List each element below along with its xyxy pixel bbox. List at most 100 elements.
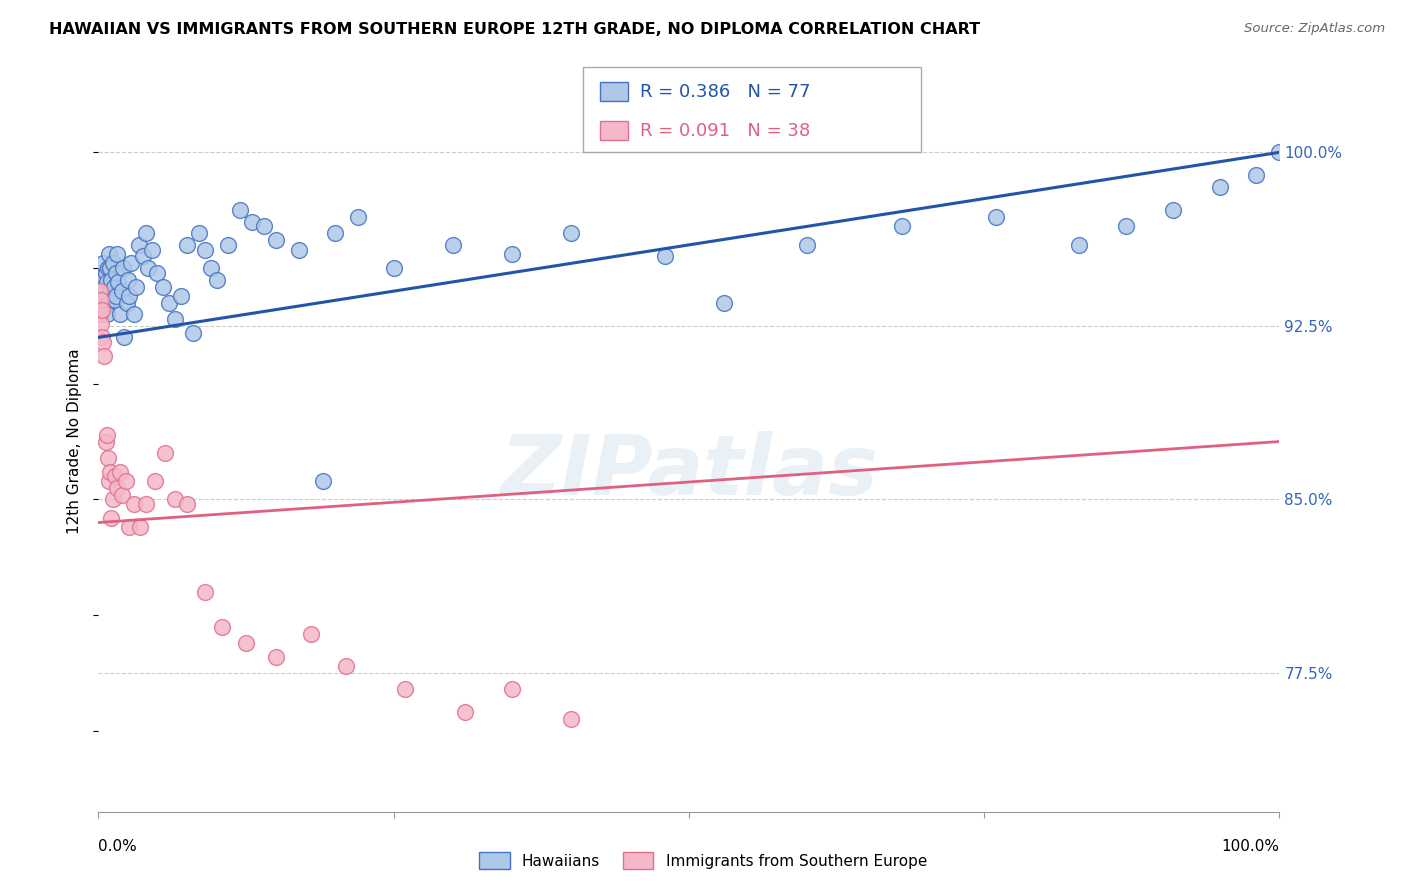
Point — [1209, 180, 1232, 194]
Point — [105, 481, 128, 495]
Point — [105, 247, 128, 261]
Point — [91, 334, 114, 349]
Point — [205, 272, 228, 286]
Point — [181, 326, 204, 340]
Text: 100.0%: 100.0% — [1222, 839, 1279, 855]
Y-axis label: 12th Grade, No Diploma: 12th Grade, No Diploma — [67, 349, 83, 534]
Point — [890, 219, 912, 234]
Point — [984, 210, 1007, 224]
Text: R = 0.091   N = 38: R = 0.091 N = 38 — [640, 122, 810, 140]
Point — [1067, 238, 1090, 252]
Point — [97, 450, 120, 465]
Point — [91, 330, 114, 344]
Text: Source: ZipAtlas.com: Source: ZipAtlas.com — [1244, 22, 1385, 36]
Point — [103, 279, 125, 293]
Point — [98, 474, 121, 488]
Point — [104, 293, 127, 308]
Point — [323, 227, 346, 241]
Point — [94, 434, 117, 449]
Legend: Hawaiians, Immigrants from Southern Europe: Hawaiians, Immigrants from Southern Euro… — [472, 846, 934, 875]
Point — [112, 260, 135, 275]
Point — [501, 682, 523, 697]
Point — [97, 260, 120, 275]
Text: HAWAIIAN VS IMMIGRANTS FROM SOUTHERN EUROPE 12TH GRADE, NO DIPLOMA CORRELATION C: HAWAIIAN VS IMMIGRANTS FROM SOUTHERN EUR… — [49, 22, 980, 37]
Point — [91, 279, 114, 293]
Point — [115, 295, 138, 310]
Point — [136, 260, 159, 275]
Point — [264, 649, 287, 664]
Point — [90, 295, 112, 310]
Point — [382, 260, 405, 275]
Point — [107, 275, 129, 289]
Point — [118, 520, 141, 534]
Point — [1115, 219, 1137, 234]
Point — [394, 682, 416, 697]
Point — [100, 511, 122, 525]
Text: ZIPatlas: ZIPatlas — [501, 431, 877, 512]
Point — [98, 247, 121, 261]
Point — [194, 585, 217, 599]
Point — [240, 215, 263, 229]
Point — [91, 266, 114, 280]
Point — [157, 295, 180, 310]
Text: 0.0%: 0.0% — [98, 839, 138, 855]
Point — [90, 272, 112, 286]
Point — [96, 275, 118, 289]
Point — [89, 307, 111, 321]
Point — [96, 427, 118, 442]
Point — [796, 238, 818, 252]
Point — [312, 474, 335, 488]
Point — [264, 233, 287, 247]
Point — [441, 238, 464, 252]
Point — [94, 298, 117, 312]
Point — [98, 284, 121, 298]
Point — [125, 279, 148, 293]
Point — [105, 289, 128, 303]
Point — [122, 307, 145, 321]
Point — [187, 227, 209, 241]
Point — [135, 497, 157, 511]
Point — [152, 279, 174, 293]
Point — [108, 465, 131, 479]
Point — [93, 349, 115, 363]
Point — [211, 619, 233, 633]
Point — [128, 520, 150, 534]
Point — [146, 266, 169, 280]
Point — [121, 256, 143, 270]
Point — [91, 302, 114, 317]
Point — [97, 289, 120, 303]
Point — [93, 270, 115, 285]
Point — [114, 474, 136, 488]
Point — [111, 284, 134, 298]
Point — [560, 712, 582, 726]
Point — [176, 497, 198, 511]
Point — [104, 469, 127, 483]
Point — [117, 272, 139, 286]
Point — [91, 256, 114, 270]
Point — [108, 307, 131, 321]
Point — [105, 266, 128, 280]
Point — [1161, 203, 1184, 218]
Point — [100, 272, 122, 286]
Point — [143, 474, 166, 488]
Point — [101, 256, 124, 270]
Point — [89, 289, 111, 303]
Point — [118, 289, 141, 303]
Point — [89, 307, 111, 321]
Point — [128, 238, 150, 252]
Point — [94, 266, 117, 280]
Point — [335, 659, 357, 673]
Point — [165, 492, 187, 507]
Point — [165, 312, 187, 326]
Point — [288, 243, 311, 257]
Point — [176, 238, 198, 252]
Point — [112, 330, 135, 344]
Point — [89, 284, 111, 298]
Point — [217, 238, 239, 252]
Point — [153, 446, 176, 460]
Point — [111, 488, 134, 502]
Point — [713, 295, 735, 310]
Point — [170, 289, 193, 303]
Point — [98, 260, 121, 275]
Point — [101, 492, 124, 507]
